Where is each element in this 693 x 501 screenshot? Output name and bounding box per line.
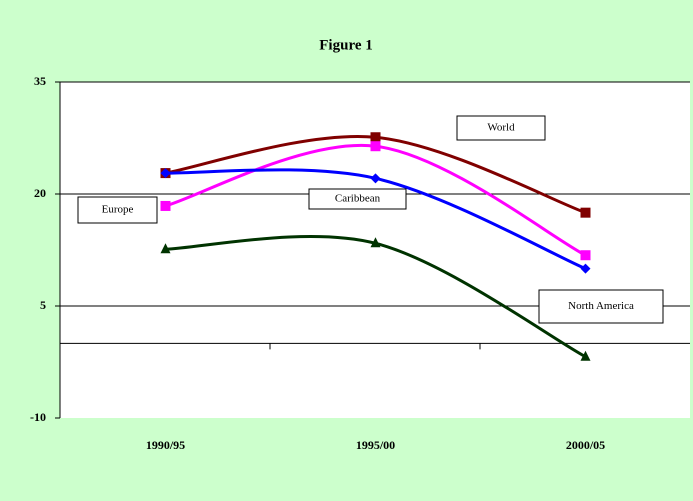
series-label: Europe (102, 204, 134, 216)
label-box (77, 196, 158, 224)
x-tick-label: 2000/05 (566, 438, 605, 452)
marker (370, 132, 381, 143)
y-tick-label: 20 (34, 186, 46, 200)
series-label: North America (568, 300, 634, 312)
marker (580, 350, 591, 361)
series-label: Caribbean (335, 193, 381, 205)
x-tick-label: 1995/00 (356, 438, 395, 452)
marker (370, 141, 381, 152)
y-tick-label: 35 (34, 74, 46, 88)
chart-title: Figure 1 (319, 37, 372, 53)
marker (580, 250, 591, 261)
label-box (308, 188, 407, 210)
marker (160, 200, 171, 211)
marker (160, 168, 171, 179)
x-tick-label: 1990/95 (146, 438, 185, 452)
marker (580, 263, 591, 274)
series-label: World (487, 122, 515, 134)
y-tick-label: 5 (40, 298, 46, 312)
label-box (538, 289, 664, 324)
marker (160, 243, 171, 254)
marker (370, 173, 381, 184)
label-box (456, 115, 546, 141)
marker (580, 207, 591, 218)
y-tick-label: -10 (30, 410, 46, 424)
marker (370, 237, 381, 248)
